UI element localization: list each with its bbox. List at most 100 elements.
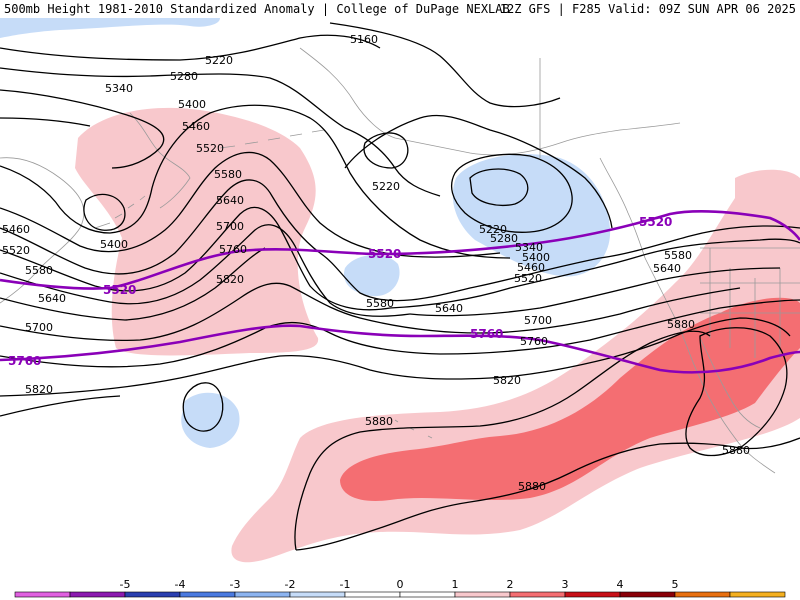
colorbar-tick-label: 0 bbox=[397, 578, 404, 591]
kamchatka-coastline bbox=[129, 112, 191, 209]
colorbar-box bbox=[619, 591, 676, 598]
contour-label: 5160 bbox=[350, 33, 378, 46]
contour-label: 5820 bbox=[216, 273, 244, 286]
highlight-label: 5760 bbox=[8, 354, 41, 368]
colorbar-box bbox=[399, 591, 456, 598]
contour-label: 5580 bbox=[664, 249, 692, 262]
contour-line bbox=[0, 179, 321, 275]
contour-line bbox=[83, 193, 126, 231]
contour-label: 5520 bbox=[514, 272, 542, 285]
highlight-label: 5520 bbox=[368, 247, 401, 261]
contour-line bbox=[389, 238, 800, 309]
colorbar-tick-label: -5 bbox=[120, 578, 131, 591]
contour-line bbox=[0, 34, 381, 61]
colorbar-box bbox=[509, 591, 566, 598]
contour-label: 5700 bbox=[524, 314, 552, 327]
contour-label: 5220 bbox=[479, 223, 507, 236]
alaska-coastline bbox=[299, 47, 681, 156]
contour-label: 5400 bbox=[100, 238, 128, 251]
asia-coastline bbox=[0, 157, 85, 304]
colorbar-box bbox=[69, 591, 126, 598]
contour-label: 5880 bbox=[667, 318, 695, 331]
contour-line bbox=[451, 153, 573, 233]
contour-line bbox=[0, 224, 411, 317]
colorbar-tick-label: 4 bbox=[617, 578, 624, 591]
contour-line bbox=[0, 333, 681, 397]
contour-line bbox=[294, 330, 711, 551]
colorbar-box bbox=[344, 591, 401, 598]
contour-label: 5760 bbox=[219, 243, 247, 256]
north-america-coastline bbox=[644, 257, 776, 474]
contour-line bbox=[0, 117, 91, 127]
contour-line bbox=[0, 206, 391, 311]
contour-label: 5580 bbox=[25, 264, 53, 277]
highlight-label: 5520 bbox=[639, 215, 672, 229]
colorbar-tick-label: 1 bbox=[452, 578, 459, 591]
colorbar-box bbox=[289, 591, 346, 598]
contour-line bbox=[0, 299, 800, 368]
colorbar-box bbox=[729, 591, 786, 598]
contour-label: 5460 bbox=[517, 261, 545, 274]
contour-label: 5520 bbox=[196, 142, 224, 155]
contour-label: 5520 bbox=[2, 244, 30, 257]
contour-line bbox=[469, 168, 529, 207]
contour-label: 5400 bbox=[178, 98, 206, 111]
highlight-contours bbox=[0, 209, 800, 374]
colorbar-box bbox=[674, 591, 731, 598]
contour-line bbox=[319, 225, 800, 302]
baja-coastline bbox=[699, 337, 761, 429]
negative-anomaly-region bbox=[343, 254, 400, 297]
contour-label: 5220 bbox=[372, 180, 400, 193]
contour-line bbox=[329, 22, 561, 108]
contour-label: 5640 bbox=[216, 194, 244, 207]
contour-line bbox=[0, 247, 266, 321]
contour-label: 5760 bbox=[520, 335, 548, 348]
contour-label: 5700 bbox=[216, 220, 244, 233]
colorbar-box bbox=[124, 591, 181, 598]
colorbar-tick-label: -3 bbox=[230, 578, 241, 591]
contour-label: 5640 bbox=[653, 262, 681, 275]
contour-label: 5280 bbox=[490, 232, 518, 245]
colorbar-box bbox=[234, 591, 291, 598]
colorbar-boxes bbox=[14, 591, 786, 598]
chart-title: 500mb Height 1981-2010 Standardized Anom… bbox=[4, 2, 510, 16]
contour-label: 5700 bbox=[25, 321, 53, 334]
colorbar-tick-label: -4 bbox=[175, 578, 186, 591]
alaska-panhandle bbox=[599, 157, 646, 259]
contour-label: 5820 bbox=[493, 374, 521, 387]
contour-line bbox=[363, 132, 409, 169]
negative-anomaly-region bbox=[181, 392, 240, 448]
contour-line bbox=[0, 89, 165, 169]
colorbar-box bbox=[564, 591, 621, 598]
colorbar-tick-label: -1 bbox=[340, 578, 351, 591]
highlight-label: 5760 bbox=[470, 327, 503, 341]
contour-line bbox=[0, 395, 121, 417]
colorbar-box bbox=[14, 591, 71, 598]
contour-label: 5880 bbox=[518, 480, 546, 493]
model-valid-time: 12Z GFS | F285 Valid: 09Z SUN APR 06 202… bbox=[499, 2, 796, 16]
colorbar-tick-label: 2 bbox=[507, 578, 514, 591]
contour-label: 5280 bbox=[170, 70, 198, 83]
contour-label: 5580 bbox=[366, 297, 394, 310]
contour-line bbox=[0, 282, 741, 342]
contour-label: 5340 bbox=[515, 241, 543, 254]
contour-label: 5220 bbox=[205, 54, 233, 67]
contour-line bbox=[0, 104, 511, 259]
contour-label: 5880 bbox=[722, 444, 750, 457]
contour-line bbox=[344, 114, 613, 229]
highlight-contour-5520 bbox=[0, 209, 800, 290]
negative-anomaly-region bbox=[452, 154, 611, 277]
colorbar-ticks: -5 -4 -3 -2 -1 0 1 2 3 4 5 bbox=[120, 578, 679, 591]
positive-anomaly-region bbox=[75, 107, 319, 356]
highlight-label: 5520 bbox=[103, 283, 136, 297]
contour-line bbox=[295, 437, 800, 551]
contour-label: 5880 bbox=[365, 415, 393, 428]
negative-anomaly-region bbox=[0, 18, 220, 38]
contour-label: 5400 bbox=[522, 251, 550, 264]
contour-line bbox=[409, 267, 781, 317]
colorbar-box bbox=[179, 591, 236, 598]
contour-label: 5580 bbox=[214, 168, 242, 181]
contour-label: 5640 bbox=[38, 292, 66, 305]
contour-line bbox=[679, 317, 791, 337]
